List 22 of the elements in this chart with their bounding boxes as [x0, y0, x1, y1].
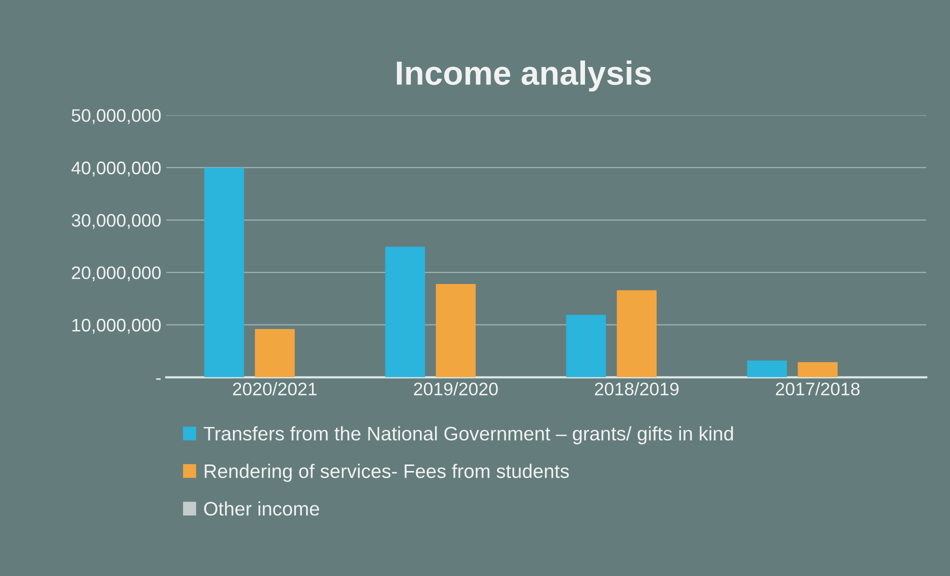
y-tick-label: 40,000,000	[71, 162, 161, 176]
legend-label: Other income	[204, 501, 320, 516]
x-tick-label: 2020/2021	[233, 382, 317, 396]
y-tick-label: 20,000,000	[72, 266, 161, 282]
x-tick-label: 2017/2018	[776, 382, 860, 396]
chart-title: Income analysis	[396, 60, 651, 92]
bar	[798, 362, 838, 378]
bar	[436, 284, 476, 378]
legend-label: Rendering of services- Fees from students	[204, 464, 569, 482]
bar	[385, 246, 426, 378]
bar	[616, 290, 657, 378]
bar	[204, 168, 244, 378]
x-tick-label: 2018/2019	[594, 382, 679, 396]
y-tick-label: 30,000,000	[72, 214, 161, 229]
legend-label: Transfers from the National Government – grants/ gifts in kind	[204, 426, 733, 444]
y-tick-label: 10,000,000	[72, 318, 161, 334]
x-tick-label: 2019/2020	[414, 382, 498, 396]
bar	[747, 360, 787, 378]
y-tick-label: 50,000,000	[72, 109, 161, 124]
bar	[254, 329, 295, 378]
bar	[566, 314, 606, 378]
y-tick-label: -	[156, 378, 161, 380]
